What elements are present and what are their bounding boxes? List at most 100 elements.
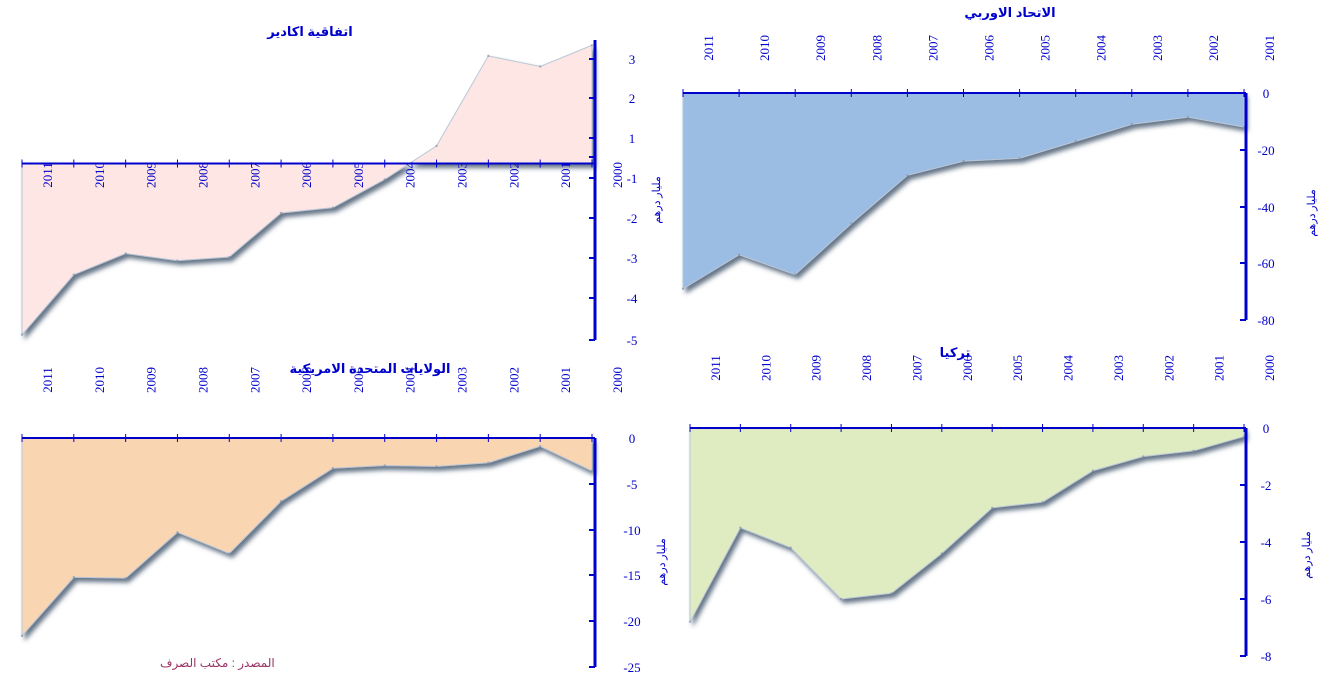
category-tick-label: 2007 (247, 367, 262, 394)
data-point (487, 461, 490, 464)
chart-title: تركيا (940, 345, 971, 360)
value-axis-label: مليار درهم (1306, 189, 1318, 237)
data-point (962, 159, 965, 163)
value-tick-label: 2 (629, 91, 636, 106)
category-tick-label: 2004 (1094, 35, 1109, 62)
value-tick-label: -1 (627, 171, 638, 186)
category-tick-label: 2009 (144, 367, 159, 393)
data-point (331, 206, 335, 209)
category-tick-label: 2000 (610, 162, 625, 188)
value-tick-label: -8 (1261, 649, 1272, 664)
category-tick-label: 2010 (757, 35, 772, 61)
value-tick-label: -80 (1257, 313, 1274, 328)
category-tick-label: 2002 (1206, 35, 1221, 61)
source-note: المصدر : مكتب الصرف (160, 656, 275, 671)
category-tick-label: 2005 (351, 367, 366, 393)
data-point (737, 253, 741, 256)
category-tick-label: 2007 (925, 35, 940, 62)
area-series-usa (21, 437, 593, 638)
data-point (72, 273, 76, 276)
data-point (228, 255, 231, 259)
data-point (990, 506, 994, 509)
data-point (688, 620, 692, 623)
area-series-eu (682, 92, 1245, 290)
data-point (1130, 123, 1134, 126)
data-point (794, 273, 797, 276)
data-point (487, 54, 490, 58)
data-point (538, 65, 542, 68)
data-point (906, 174, 909, 177)
category-tick-label: 2001 (1262, 35, 1277, 61)
category-tick-label: 2004 (403, 367, 418, 394)
data-point (839, 597, 843, 601)
category-tick-label: 2006 (960, 355, 975, 382)
chart-agadir: 2011 2010 2009 2008 2007 2006 2005 2004 2003 2002… (20, 24, 663, 348)
data-point (1091, 469, 1095, 472)
category-tick-label: 2003 (1111, 355, 1126, 381)
value-tick-label: -60 (1257, 256, 1274, 271)
value-tick-label: 0 (1263, 86, 1270, 101)
value-tick-label: -15 (623, 568, 640, 583)
category-tick-label: 2008 (859, 355, 874, 381)
data-point (850, 222, 853, 225)
data-point (590, 44, 594, 47)
value-tick-label: 0 (1263, 421, 1270, 436)
chart-usa: 2011 2010 2009 2008 2007 2006 2005 2004 2003 2002… (20, 361, 668, 675)
area-series-agadir (21, 44, 593, 337)
value-tick-label: -2 (627, 211, 638, 226)
value-tick-label: -5 (627, 333, 638, 348)
value-tick-label: -2 (1261, 478, 1272, 493)
value-tick-label: -5 (627, 477, 638, 492)
data-point (1186, 115, 1190, 119)
category-tick-label: 2011 (40, 162, 55, 188)
data-point (1018, 157, 1021, 160)
data-point (331, 467, 335, 470)
chart-title: الاتحاد الاوربي (964, 5, 1055, 20)
data-point (176, 259, 179, 262)
category-tick-label: 2008 (195, 162, 210, 188)
data-point (124, 252, 127, 255)
category-tick-label: 2007 (247, 162, 262, 189)
category-tick-label: 2004 (403, 162, 418, 189)
chart-title: اتفاقية اكادير (266, 24, 352, 39)
data-point (383, 464, 386, 467)
data-point (228, 552, 231, 555)
data-point (124, 576, 127, 580)
data-point (435, 465, 438, 468)
data-point (20, 333, 24, 336)
category-tick-label: 2001 (558, 162, 573, 188)
chart-eu: 2011 2010 2009 2008 2007 2006 2005 2004 2003 2002… (681, 5, 1318, 328)
category-tick-label: 2010 (92, 162, 107, 188)
category-tick-label: 2000 (1262, 355, 1277, 381)
data-point (435, 144, 438, 148)
value-axis-label: مليار درهم (651, 176, 663, 224)
category-tick-label: 2003 (455, 162, 470, 188)
category-tick-label: 2010 (758, 355, 773, 381)
value-tick-label: -4 (1261, 535, 1272, 550)
category-tick-label: 2011 (40, 367, 55, 393)
value-tick-label: 1 (629, 131, 636, 146)
category-tick-label: 2006 (981, 35, 996, 62)
category-tick-label: 2007 (909, 355, 924, 382)
area-series-turkey (689, 427, 1245, 623)
value-tick-label: 0 (629, 431, 636, 446)
data-point (789, 546, 792, 549)
category-tick-label: 2002 (506, 162, 521, 188)
category-tick-label: 2006 (299, 367, 314, 394)
category-tick-label: 2008 (869, 35, 884, 61)
value-tick-label: -6 (1261, 592, 1272, 607)
value-tick-label: -20 (1257, 143, 1274, 158)
category-tick-label: 2001 (558, 367, 573, 393)
data-point (1074, 140, 1077, 143)
value-axis-label: مليار درهم (656, 538, 668, 586)
category-tick-label: 2005 (1010, 355, 1025, 381)
category-tick-label: 2011 (708, 355, 723, 381)
category-tick-label: 2000 (610, 367, 625, 393)
value-axis-label: مليار درهم (1301, 531, 1313, 579)
value-tick-label: -25 (623, 660, 640, 675)
category-tick-label: 2008 (195, 367, 210, 393)
category-tick-label: 2004 (1061, 355, 1076, 382)
chart-title: الولايات المتحدة الامريكية (289, 361, 450, 376)
data-point (279, 211, 283, 215)
